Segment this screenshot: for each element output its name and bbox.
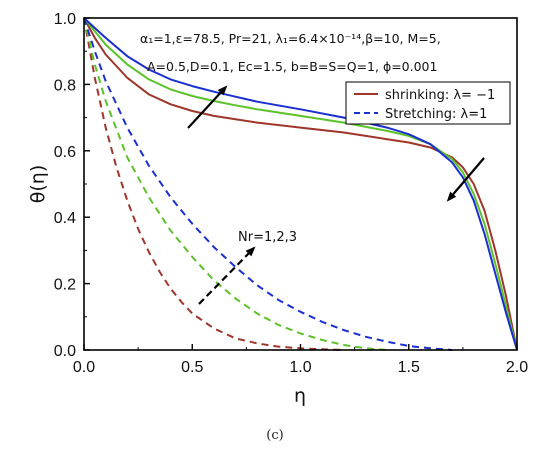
nr-annotation: Nr=1,2,3 <box>238 230 297 245</box>
x-axis-title: η <box>294 385 306 407</box>
x-tick-label: 1.5 <box>398 359 420 376</box>
shrinking-upper-arrow <box>187 85 228 129</box>
axis-ticks: 0.0 0.5 1.0 1.5 2.0 0.0 0.2 0.4 0.6 0.8 1.0 <box>54 11 528 376</box>
y-tick-label: 0.6 <box>54 144 76 161</box>
shrinking-lower-arrow <box>446 157 485 202</box>
y-tick-label: 0.0 <box>54 343 76 360</box>
nr-arrow <box>198 246 256 305</box>
series-line-shrinking-2 <box>83 17 518 351</box>
legend-label-shrinking: shrinking: λ= −1 <box>385 88 495 103</box>
y-tick-label: 0.8 <box>54 77 76 94</box>
y-tick-label: 0.2 <box>54 277 76 294</box>
series-line-shrinking-3 <box>83 17 518 351</box>
x-tick-label: 1.0 <box>289 359 311 376</box>
x-tick-label: 0.5 <box>181 359 203 376</box>
legend-box <box>345 81 511 125</box>
chart: 0.0 0.5 1.0 1.5 2.0 0.0 0.2 0.4 0.6 0.8 1.0 η θ(η)… <box>27 11 528 407</box>
x-tick-label: 2.0 <box>506 359 528 376</box>
parameter-line-1: α₁=1,ε=78.5, Pr=21, λ₁=6.4×10⁻¹⁴,β=10, M… <box>140 31 441 46</box>
series-line-shrinking-1 <box>83 17 518 351</box>
plot-frame <box>83 17 518 351</box>
parameter-line-2: A=0.5,D=0.1, Ec=1.5, b=B=S=Q=1, ϕ=0.001 <box>147 59 437 74</box>
x-tick-label: 0.0 <box>73 359 95 376</box>
y-tick-label: 1.0 <box>54 11 76 28</box>
y-axis-title: θ(η) <box>27 165 49 204</box>
series-group <box>83 17 518 351</box>
legend-label-stretching: Stretching: λ=1 <box>385 107 487 122</box>
legend: shrinking: λ= −1 Stretching: λ=1 <box>345 81 511 125</box>
series-line-stretching-1 <box>83 17 344 351</box>
y-tick-label: 0.4 <box>54 210 76 227</box>
figure-caption: (c) <box>266 428 284 443</box>
series-line-stretching-2 <box>83 17 388 351</box>
